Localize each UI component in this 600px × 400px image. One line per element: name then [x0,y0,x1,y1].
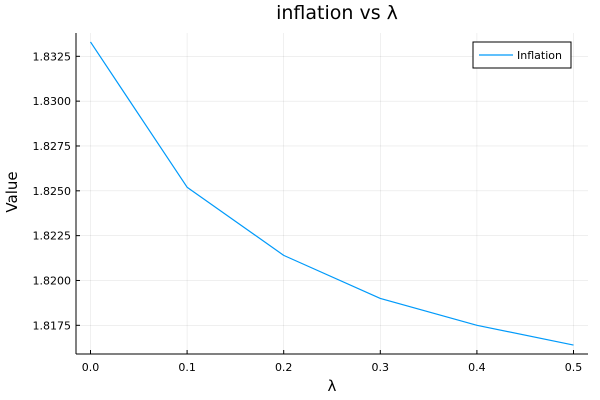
y-ticks: 1.8175 1.8200 1.8225 1.8250 1.8275 1.8300 1.83… [33,50,80,332]
x-tick-label: 0.4 [468,361,486,374]
x-axis-label: λ [328,377,337,395]
x-ticks: 0.0 0.1 0.2 0.3 0.4 0.5 [82,350,583,374]
y-tick-label: 1.8225 [33,230,72,243]
y-tick-label: 1.8250 [33,185,72,198]
series-line [89,41,574,346]
y-tick-label: 1.8325 [33,50,72,63]
y-tick-label: 1.8200 [33,274,72,287]
x-tick-label: 0.3 [372,361,390,374]
chart-title: inflation vs λ [276,2,398,24]
y-tick-label: 1.8175 [33,319,72,332]
y-tick-label: 1.8275 [33,140,72,153]
x-tick-label: 0.0 [82,361,100,374]
y-tick-label: 1.8300 [33,95,72,108]
x-tick-label: 0.5 [565,361,583,374]
y-axis-label: Value [3,171,21,212]
series-inflation [89,41,574,346]
x-tick-label: 0.2 [275,361,293,374]
axes [75,33,588,355]
grid [76,33,588,354]
x-tick-label: 0.1 [178,361,196,374]
legend-label-inflation: Inflation [517,49,562,62]
legend: Inflation [472,41,572,69]
series [89,41,574,346]
